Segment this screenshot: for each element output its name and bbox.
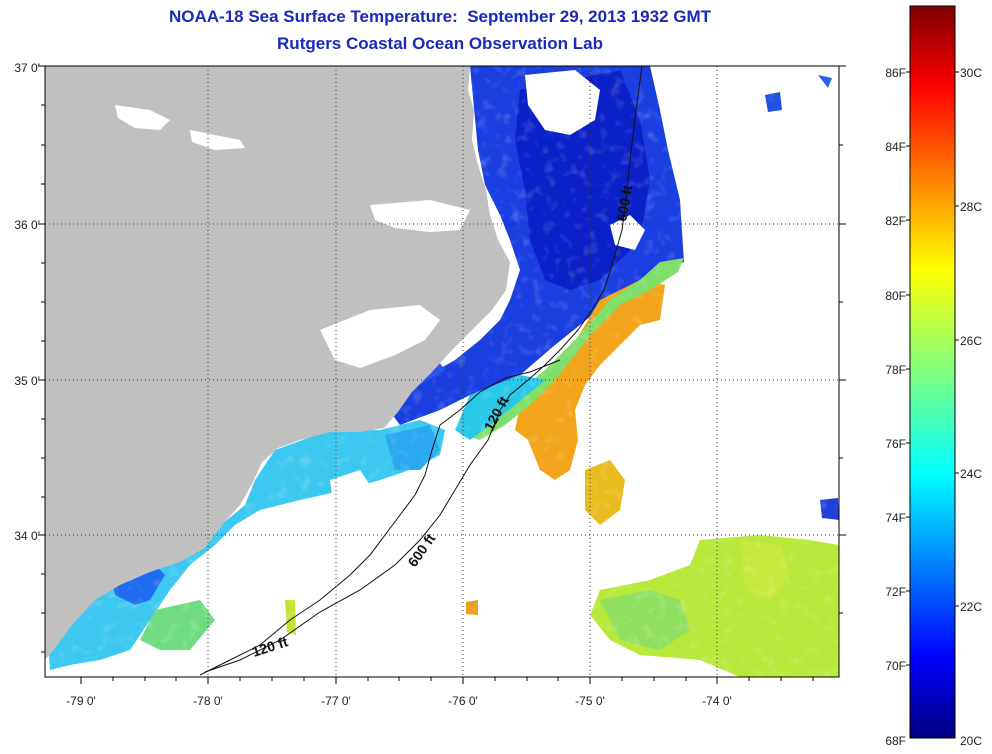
contour-label-600ft-north: 600 ft: [613, 183, 635, 222]
colorbar-c-28: 28C: [960, 200, 982, 214]
colorbar: 86F 84F 82F 80F 78F 76F 74F 72F 70F 68F …: [885, 5, 982, 748]
colorbar-f-80: 80F: [885, 289, 906, 303]
colorbar-f-86: 86F: [885, 66, 906, 80]
colorbar-c-20: 20C: [960, 734, 982, 748]
colorbar-c-30: 30C: [960, 66, 982, 80]
lon-label-78: -78 0': [193, 694, 223, 708]
colorbar-f-84: 84F: [885, 140, 906, 154]
axis-ticks: [38, 65, 846, 684]
colorbar-gradient: [909, 5, 956, 739]
lon-label-75: -75 0': [575, 694, 605, 708]
colorbar-ticks: [906, 71, 959, 666]
lat-label-34: 34 0': [14, 529, 40, 543]
colorbar-f-74: 74F: [885, 511, 906, 525]
lat-label-37: 37 0': [14, 61, 40, 75]
pamlico-sound: [320, 305, 440, 368]
lon-label-74: -74 0': [702, 694, 732, 708]
inland-lake-2: [190, 130, 245, 150]
colorbar-c-26: 26C: [960, 334, 982, 348]
colorbar-f-72: 72F: [885, 585, 906, 599]
lat-label-35: 35 0': [14, 374, 40, 388]
colorbar-c-22: 22C: [960, 600, 982, 614]
bathymetry-contours: [199, 65, 643, 676]
inland-lake: [115, 105, 170, 130]
lon-label-77: -77 0': [321, 694, 351, 708]
contour-600ft-south: [204, 409, 501, 673]
colorbar-f-82: 82F: [885, 214, 906, 228]
lat-label-36: 36 0': [14, 218, 40, 232]
map-plot-area: [45, 66, 839, 677]
colorbar-f-70: 70F: [885, 659, 906, 673]
contour-600ft-north: [499, 65, 643, 411]
colorbar-f-78: 78F: [885, 363, 906, 377]
map-frame: [44, 65, 840, 678]
contour-120ft: [199, 359, 561, 676]
colorbar-f-68: 68F: [885, 734, 906, 748]
map-subtitle: Rutgers Coastal Ocean Observation Lab: [277, 34, 603, 53]
map-title: NOAA-18 Sea Surface Temperature: Septemb…: [168, 7, 712, 26]
colorbar-f-76: 76F: [885, 437, 906, 451]
lon-label-79: -79 0': [66, 694, 96, 708]
lat-lon-grid: [45, 66, 839, 677]
lon-label-76: -76 0': [448, 694, 478, 708]
colorbar-c-24: 24C: [960, 467, 982, 481]
